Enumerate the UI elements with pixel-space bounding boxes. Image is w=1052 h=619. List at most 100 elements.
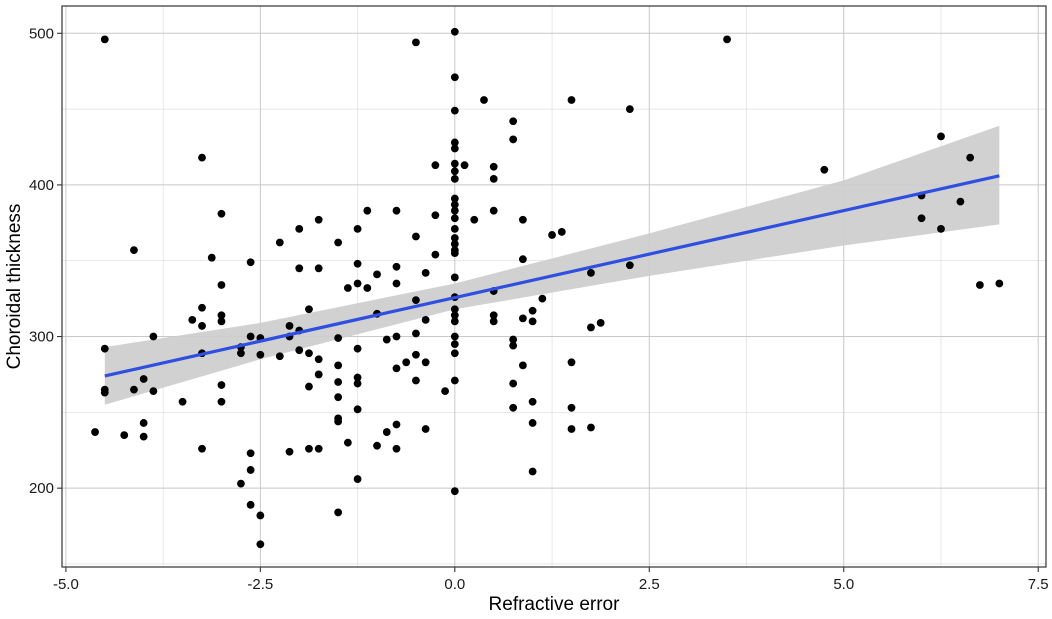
data-point bbox=[567, 403, 576, 412]
data-point bbox=[450, 249, 459, 258]
data-point bbox=[528, 306, 537, 315]
data-point bbox=[567, 96, 576, 104]
data-point bbox=[217, 397, 226, 406]
data-point bbox=[275, 238, 284, 247]
data-point bbox=[509, 403, 518, 412]
data-point bbox=[353, 344, 362, 353]
data-point bbox=[256, 511, 265, 520]
data-point bbox=[412, 376, 420, 385]
data-point bbox=[450, 214, 459, 223]
data-point bbox=[538, 294, 547, 303]
data-point bbox=[450, 27, 459, 36]
y-tick-label: 300 bbox=[29, 329, 54, 346]
data-point bbox=[305, 305, 313, 314]
data-point bbox=[509, 117, 518, 126]
data-point bbox=[518, 314, 527, 323]
data-point bbox=[723, 35, 731, 44]
data-point bbox=[207, 253, 216, 262]
y-axis-title: Choroidal thickness bbox=[4, 204, 25, 370]
data-point bbox=[314, 444, 323, 453]
data-point bbox=[178, 397, 187, 406]
data-point bbox=[246, 449, 255, 458]
data-point bbox=[557, 228, 566, 236]
data-point bbox=[518, 215, 527, 224]
x-tick-label: 5.0 bbox=[833, 576, 854, 593]
y-tick-label: 400 bbox=[29, 177, 54, 194]
data-point bbox=[412, 232, 420, 241]
data-point bbox=[363, 284, 372, 292]
data-point bbox=[412, 296, 420, 305]
data-point bbox=[489, 174, 498, 183]
data-point bbox=[480, 96, 488, 104]
data-point bbox=[237, 349, 245, 358]
data-point bbox=[334, 238, 343, 247]
data-point bbox=[489, 206, 498, 215]
data-point bbox=[450, 174, 459, 183]
data-point bbox=[421, 315, 430, 324]
data-point bbox=[587, 323, 595, 332]
data-point bbox=[450, 73, 459, 82]
data-point bbox=[518, 361, 527, 370]
data-point bbox=[139, 375, 148, 383]
regression-line bbox=[104, 174, 1000, 378]
data-point bbox=[412, 38, 420, 47]
data-point bbox=[295, 264, 304, 273]
x-tick-label: -2.5 bbox=[247, 576, 273, 593]
data-point bbox=[450, 305, 459, 314]
data-point bbox=[450, 106, 459, 115]
data-point bbox=[450, 194, 459, 203]
data-point bbox=[450, 224, 459, 233]
data-point bbox=[314, 355, 323, 364]
data-point bbox=[314, 215, 323, 224]
data-point bbox=[450, 487, 459, 496]
data-point bbox=[237, 479, 245, 488]
data-point bbox=[450, 138, 459, 147]
x-axis-ticks: -5.0 -2.5 0.0 2.5 5.0 7.5 bbox=[53, 567, 1049, 593]
data-point bbox=[450, 376, 459, 385]
data-point bbox=[285, 447, 294, 456]
data-point bbox=[937, 224, 945, 233]
data-point bbox=[625, 261, 634, 270]
data-point bbox=[460, 161, 469, 170]
data-point bbox=[548, 231, 556, 239]
data-point bbox=[334, 378, 343, 386]
data-point bbox=[334, 508, 343, 517]
data-point bbox=[314, 370, 323, 379]
data-point bbox=[421, 358, 430, 367]
data-point bbox=[518, 255, 527, 264]
data-point bbox=[305, 349, 313, 358]
data-point bbox=[334, 417, 343, 426]
data-point bbox=[217, 209, 226, 218]
data-point bbox=[587, 423, 595, 432]
data-points bbox=[91, 27, 1004, 549]
data-point bbox=[100, 35, 109, 44]
data-point bbox=[353, 405, 362, 414]
data-point bbox=[528, 397, 537, 406]
data-point bbox=[217, 317, 226, 326]
data-point bbox=[392, 262, 401, 271]
x-tick-label: 7.5 bbox=[1028, 576, 1049, 593]
data-point bbox=[246, 258, 255, 267]
y-axis-ticks: 200 300 400 500 bbox=[29, 25, 62, 497]
data-point bbox=[450, 349, 459, 358]
data-point bbox=[256, 540, 265, 549]
data-point bbox=[139, 432, 148, 441]
data-point bbox=[295, 224, 304, 233]
data-point bbox=[217, 311, 226, 320]
data-point bbox=[820, 165, 829, 174]
data-point bbox=[917, 214, 926, 223]
data-point bbox=[596, 318, 605, 327]
data-point bbox=[587, 268, 595, 277]
data-point bbox=[450, 340, 459, 349]
x-tick-label: 0.0 bbox=[444, 576, 465, 593]
data-point bbox=[334, 393, 343, 402]
data-point bbox=[130, 246, 138, 255]
data-point bbox=[373, 441, 381, 450]
data-point bbox=[567, 425, 576, 433]
data-point bbox=[343, 284, 352, 292]
y-tick-label: 500 bbox=[29, 25, 54, 42]
data-point bbox=[139, 419, 148, 427]
minor-gridlines bbox=[62, 6, 1046, 567]
data-point bbox=[343, 438, 352, 447]
